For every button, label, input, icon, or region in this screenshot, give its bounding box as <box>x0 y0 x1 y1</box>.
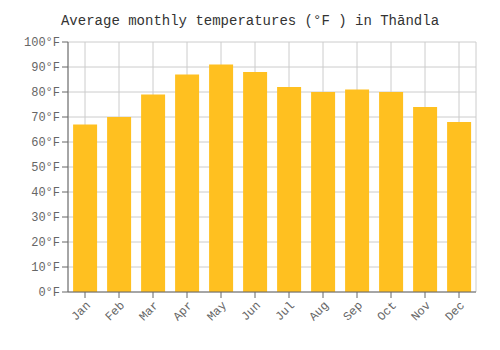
svg-text:30°F: 30°F <box>31 211 60 225</box>
svg-text:60°F: 60°F <box>31 136 60 150</box>
svg-text:Nov: Nov <box>409 299 434 324</box>
svg-text:Apr: Apr <box>171 299 196 324</box>
svg-text:40°F: 40°F <box>31 186 60 200</box>
svg-text:50°F: 50°F <box>31 161 60 175</box>
svg-text:Sep: Sep <box>341 299 366 324</box>
svg-text:0°F: 0°F <box>38 286 60 300</box>
svg-text:70°F: 70°F <box>31 111 60 125</box>
svg-text:10°F: 10°F <box>31 261 60 275</box>
svg-text:20°F: 20°F <box>31 236 60 250</box>
svg-text:Aug: Aug <box>307 299 332 324</box>
svg-text:Jan: Jan <box>69 299 94 324</box>
svg-text:May: May <box>205 299 230 324</box>
svg-text:80°F: 80°F <box>31 86 60 100</box>
svg-text:Mar: Mar <box>137 299 162 324</box>
svg-text:Jul: Jul <box>273 299 298 324</box>
svg-text:90°F: 90°F <box>31 61 60 75</box>
svg-text:Jun: Jun <box>239 299 264 324</box>
svg-text:100°F: 100°F <box>24 36 60 50</box>
html-text:Average monthly temperatures (: Average monthly temperatures (°F ) in Th… <box>61 13 439 29</box>
svg-text:Oct: Oct <box>375 299 400 324</box>
svg-text:Feb: Feb <box>103 299 128 324</box>
svg-text:Dec: Dec <box>443 299 468 324</box>
